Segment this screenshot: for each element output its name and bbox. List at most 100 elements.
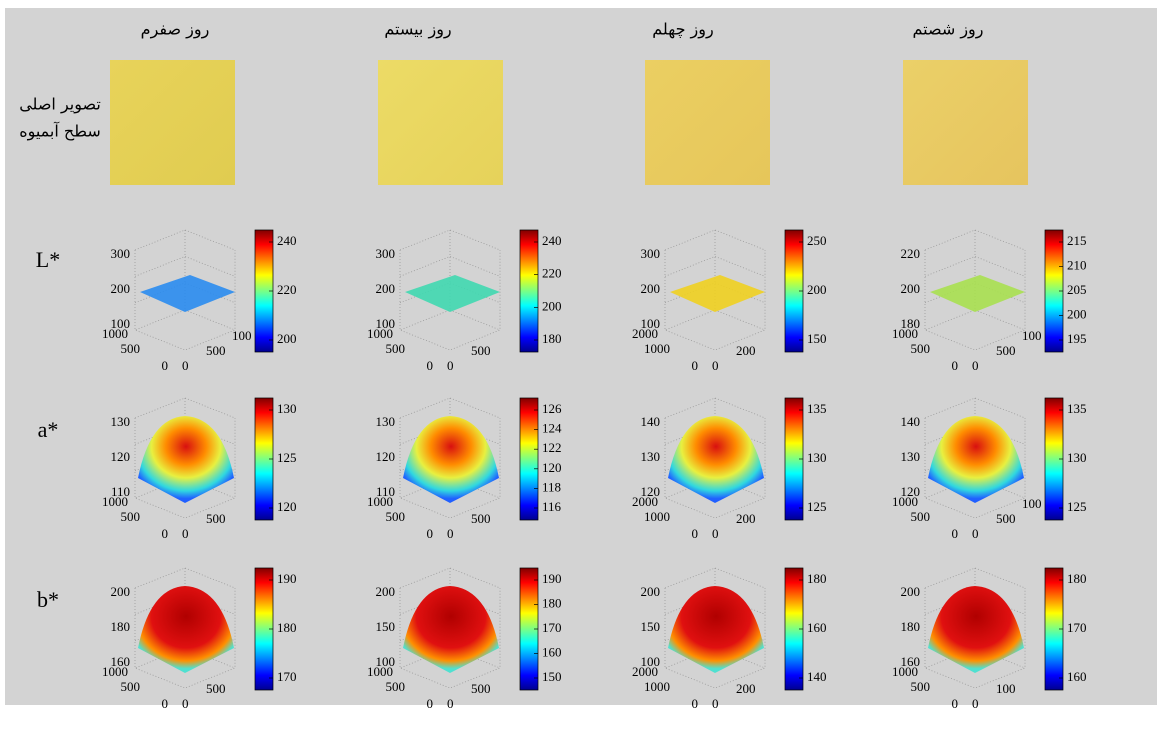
- y-tick-label: 0: [447, 696, 454, 711]
- colorbar-tick-label: 150: [542, 669, 562, 684]
- axis-box: [134, 229, 236, 351]
- z-tick-label: 120: [901, 484, 921, 499]
- juice-image: [903, 60, 1028, 185]
- axis-box: [924, 229, 1026, 351]
- row-label: L*: [36, 247, 60, 272]
- colorbar-tick-label: 126: [542, 401, 562, 416]
- y-tick-label: 100: [232, 328, 252, 343]
- colorbar-tick-label: 160: [1067, 669, 1087, 684]
- x-tick-label: 500: [121, 341, 141, 356]
- axis-box: [664, 229, 766, 351]
- z-tick-label: 130: [111, 414, 131, 429]
- x-tick-label: 1000: [102, 664, 128, 679]
- surface: [928, 416, 1024, 503]
- axis-box: [134, 397, 236, 519]
- x-tick-label: 1000: [367, 494, 393, 509]
- surface: [928, 586, 1024, 673]
- z-tick-label: 180: [111, 619, 131, 634]
- colorbar-tick-label: 180: [1067, 571, 1087, 586]
- y-tick-label: 500: [996, 343, 1016, 358]
- y-tick-label: 0: [182, 358, 189, 373]
- x-tick-label: 500: [121, 679, 141, 694]
- colorbar-tick-label: 170: [542, 620, 562, 635]
- colorbar-tick-label: 210: [1067, 257, 1087, 272]
- z-tick-label: 200: [901, 281, 921, 296]
- z-tick-label: 300: [641, 246, 661, 261]
- colorbar-tick-label: 135: [1067, 401, 1087, 416]
- colorbar-tick-label: 180: [807, 571, 827, 586]
- z-tick-label: 100: [641, 654, 661, 669]
- colorbar-tick-label: 190: [277, 571, 297, 586]
- colorbar-tick-label: 200: [1067, 306, 1087, 321]
- colorbar-tick-label: 205: [1067, 282, 1087, 297]
- juice-image: [645, 60, 770, 185]
- z-tick-label: 130: [901, 449, 921, 464]
- surface: [670, 275, 765, 312]
- column-header: روز بیستم: [384, 20, 451, 40]
- x-tick-label: 1000: [892, 326, 918, 341]
- z-tick-label: 200: [111, 281, 131, 296]
- x-tick-label: 500: [386, 341, 406, 356]
- colorbar-tick-label: 120: [542, 460, 562, 475]
- x-tick-label: 0: [162, 526, 169, 541]
- x-tick-label: 1000: [644, 341, 670, 356]
- y-tick-label: 0: [972, 358, 979, 373]
- surface: [403, 416, 499, 503]
- image-row-label: سطح آبمیوه: [19, 122, 101, 142]
- y-tick-label: 200: [736, 343, 756, 358]
- row-label: a*: [38, 417, 59, 442]
- z-tick-label: 130: [641, 449, 661, 464]
- x-tick-label: 1000: [367, 326, 393, 341]
- y-tick-label: 500: [471, 511, 491, 526]
- x-tick-label: 0: [427, 696, 434, 711]
- row-label: b*: [37, 587, 59, 612]
- x-tick-label: 0: [952, 358, 959, 373]
- surface: [668, 416, 764, 503]
- x-tick-label: 1000: [892, 664, 918, 679]
- x-tick-label: 0: [952, 696, 959, 711]
- y-tick-label: 500: [471, 343, 491, 358]
- colorbar-tick-label: 220: [542, 266, 562, 281]
- surface: [140, 275, 235, 312]
- colorbar-tick-label: 240: [277, 233, 297, 248]
- x-tick-label: 2000: [632, 326, 658, 341]
- z-tick-label: 180: [901, 316, 921, 331]
- x-tick-label: 0: [692, 358, 699, 373]
- z-tick-label: 120: [641, 484, 661, 499]
- z-tick-label: 140: [901, 414, 921, 429]
- z-tick-label: 200: [376, 584, 396, 599]
- y-tick-label: 0: [972, 696, 979, 711]
- colorbar-tick-label: 200: [807, 282, 827, 297]
- surface: [405, 275, 500, 312]
- surface: [403, 586, 499, 673]
- axis-box: [399, 397, 501, 519]
- z-tick-label: 180: [901, 619, 921, 634]
- surface: [930, 275, 1025, 312]
- juice-image: [378, 60, 503, 185]
- x-tick-label: 0: [162, 696, 169, 711]
- z-tick-label: 150: [641, 619, 661, 634]
- y-tick-label: 500: [206, 343, 226, 358]
- z-tick-label: 200: [641, 584, 661, 599]
- colorbar-tick-label: 170: [1067, 620, 1087, 635]
- x-tick-label: 500: [386, 509, 406, 524]
- y-tick-label: 100: [996, 681, 1016, 696]
- colorbar-tick-label: 220: [277, 282, 297, 297]
- colorbar-tick-label: 180: [277, 620, 297, 635]
- y-tick-label: 200: [736, 511, 756, 526]
- z-tick-label: 300: [111, 246, 131, 261]
- z-tick-label: 130: [376, 414, 396, 429]
- colorbar-tick-label: 130: [277, 401, 297, 416]
- z-tick-label: 120: [376, 449, 396, 464]
- axis-box: [134, 567, 236, 689]
- x-tick-label: 0: [692, 526, 699, 541]
- x-tick-label: 2000: [632, 664, 658, 679]
- y-tick-label: 0: [447, 358, 454, 373]
- axis-box: [924, 397, 1026, 519]
- surface: [668, 586, 764, 673]
- colorbar-tick-label: 250: [807, 233, 827, 248]
- z-tick-label: 200: [376, 281, 396, 296]
- axis-box: [399, 229, 501, 351]
- z-tick-label: 300: [376, 246, 396, 261]
